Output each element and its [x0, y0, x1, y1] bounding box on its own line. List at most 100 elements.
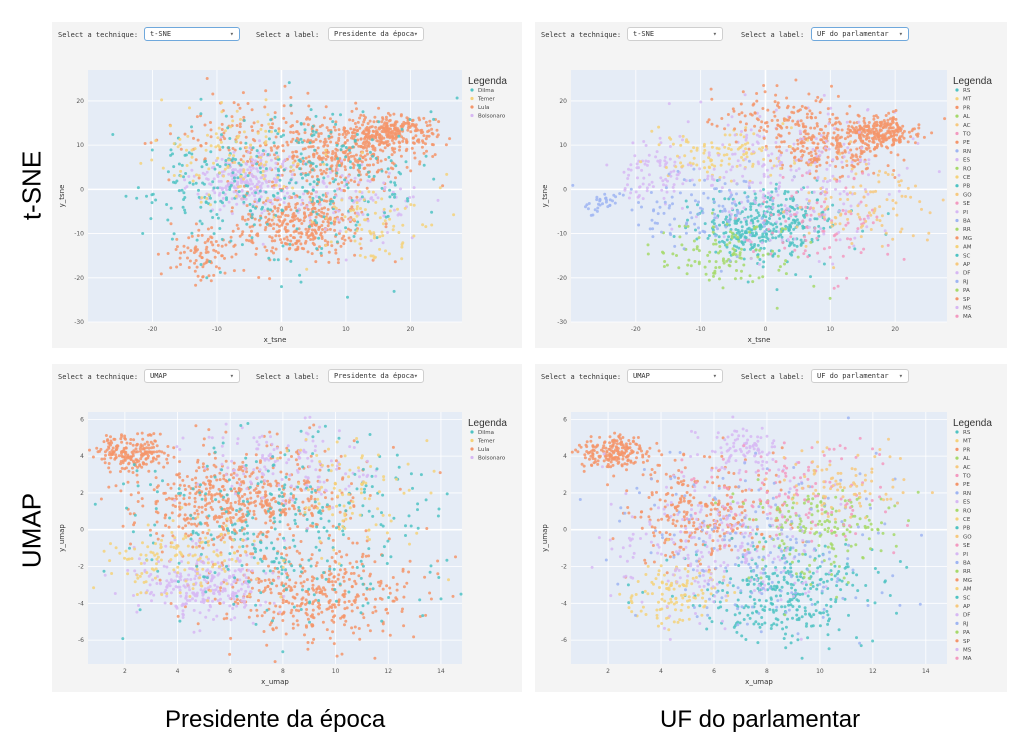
legend-marker[interactable]: [955, 175, 959, 179]
data-point: [129, 438, 133, 441]
label-select[interactable]: Presidente da época ▾: [328, 27, 424, 41]
legend-item[interactable]: MS: [963, 306, 972, 312]
data-point: [151, 459, 155, 463]
legend-item[interactable]: AL: [963, 114, 971, 120]
data-point: [737, 246, 741, 250]
legend-marker[interactable]: [955, 140, 959, 144]
legend-item[interactable]: PI: [963, 210, 968, 216]
data-point: [867, 162, 871, 166]
label-select[interactable]: UF do parlamentar ▾: [811, 27, 909, 41]
data-point: [347, 577, 351, 581]
legend-item[interactable]: SP: [963, 297, 970, 303]
legend-item[interactable]: Temer: [477, 97, 496, 103]
legend-marker[interactable]: [955, 105, 959, 109]
technique-select[interactable]: t-SNE ▾: [144, 27, 240, 41]
legend-item[interactable]: AM: [963, 245, 972, 251]
data-point: [663, 260, 667, 263]
data-point: [838, 179, 842, 183]
legend-marker[interactable]: [955, 149, 959, 153]
legend-marker[interactable]: [470, 96, 474, 101]
legend-item[interactable]: MG: [963, 236, 972, 242]
legend-marker[interactable]: [955, 210, 959, 214]
data-point: [798, 137, 802, 141]
data-point: [815, 165, 819, 168]
legend-marker[interactable]: [955, 88, 959, 92]
data-point: [91, 455, 95, 459]
data-point: [109, 439, 113, 443]
legend-item[interactable]: PR: [963, 105, 970, 111]
legend-item[interactable]: AC: [963, 123, 971, 129]
legend-item[interactable]: Dilma: [478, 88, 494, 94]
legend-marker[interactable]: [955, 279, 959, 283]
legend-item[interactable]: PA: [963, 288, 970, 294]
scatter-plot[interactable]: -20 -10 0 10 20-30-20-1001020x_tsney_tsneLeg…: [535, 22, 1007, 348]
legend-item[interactable]: RN: [963, 149, 971, 155]
data-point: [368, 629, 372, 633]
data-point: [248, 146, 252, 150]
legend-item[interactable]: GO: [963, 192, 972, 198]
legend-item[interactable]: Bolsonaro: [478, 114, 506, 120]
data-point: [714, 242, 718, 246]
legend-marker[interactable]: [955, 166, 959, 170]
legend-marker[interactable]: [955, 218, 959, 223]
legend-item[interactable]: DF: [963, 271, 970, 277]
data-point: [224, 430, 228, 434]
legend-marker[interactable]: [955, 245, 959, 249]
plot-area[interactable]: [571, 70, 947, 322]
legend-marker[interactable]: [955, 114, 959, 118]
legend-marker[interactable]: [955, 123, 959, 127]
data-point: [676, 169, 680, 173]
legend-marker[interactable]: [955, 314, 959, 318]
legend-item[interactable]: BA: [963, 219, 971, 225]
data-point: [787, 244, 791, 248]
legend-marker[interactable]: [955, 201, 959, 205]
legend-marker[interactable]: [955, 236, 959, 240]
data-point: [873, 147, 876, 151]
data-point: [275, 584, 279, 588]
legend-item[interactable]: RS: [963, 88, 971, 94]
legend-marker[interactable]: [955, 192, 959, 196]
legend-marker[interactable]: [955, 227, 959, 231]
legend-marker[interactable]: [470, 105, 474, 109]
legend-item[interactable]: SC: [963, 253, 970, 259]
legend-marker[interactable]: [955, 97, 959, 101]
legend-marker[interactable]: [955, 158, 959, 162]
data-point: [373, 560, 377, 564]
legend-marker[interactable]: [955, 262, 959, 266]
technique-select[interactable]: t-SNE ▾: [627, 27, 723, 41]
data-point: [380, 125, 384, 129]
legend-item[interactable]: TO: [962, 132, 971, 138]
technique-select[interactable]: UMAP ▾: [144, 369, 240, 383]
legend-marker[interactable]: [955, 297, 959, 301]
legend-item[interactable]: SE: [963, 201, 970, 207]
legend-marker[interactable]: [955, 271, 959, 275]
legend-item[interactable]: PB: [963, 184, 970, 190]
data-point: [920, 207, 923, 211]
legend-item[interactable]: RR: [963, 227, 971, 233]
legend-item[interactable]: MT: [963, 97, 972, 103]
legend-marker[interactable]: [955, 131, 959, 136]
legend-item[interactable]: AP: [963, 262, 971, 268]
legend-item[interactable]: RJ: [963, 279, 969, 285]
legend-item[interactable]: RO: [963, 166, 972, 172]
legend-item[interactable]: Lula: [478, 105, 489, 111]
data-point: [308, 182, 312, 186]
data-point: [830, 224, 834, 228]
data-point: [872, 114, 876, 118]
data-point: [834, 187, 837, 191]
label-select[interactable]: Presidente da época ▾: [328, 369, 424, 383]
legend-item[interactable]: ES: [963, 158, 970, 164]
legend-marker[interactable]: [470, 113, 474, 118]
legend-marker[interactable]: [955, 288, 959, 292]
legend-marker[interactable]: [955, 305, 959, 310]
legend-marker[interactable]: [955, 184, 959, 188]
legend-marker[interactable]: [470, 88, 474, 92]
legend-item[interactable]: MA: [963, 314, 972, 320]
data-point: [347, 157, 351, 161]
scatter-plot[interactable]: 2 4 6 8 10 12 14-6-4-20246x_umapy_umapLegendaD…: [52, 364, 522, 692]
legend-marker[interactable]: [955, 253, 959, 257]
plot-area[interactable]: [88, 412, 462, 664]
legend-item[interactable]: CE: [963, 175, 971, 181]
legend-item[interactable]: PE: [963, 140, 970, 146]
scatter-plot[interactable]: -20 -10 0 10 20-30-20-1001020x_tsney_tsneLeg…: [52, 22, 522, 348]
